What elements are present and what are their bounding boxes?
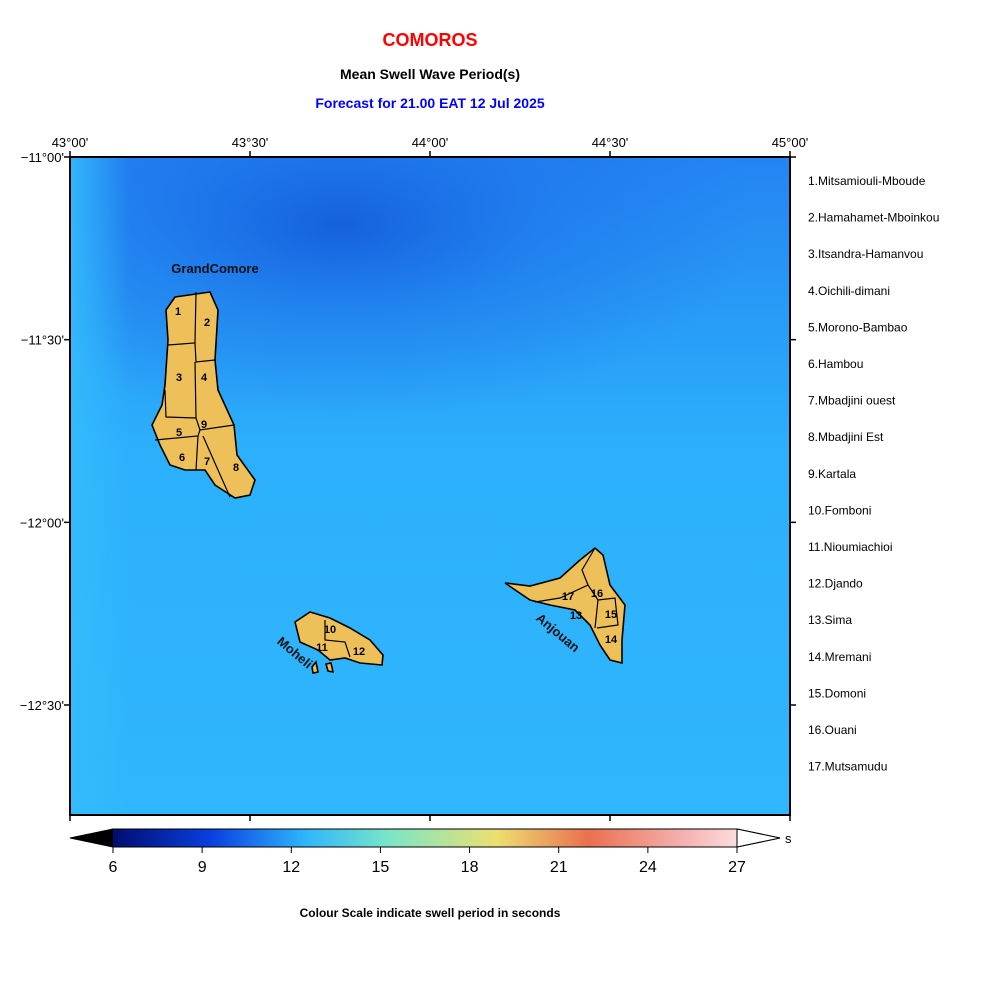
legend-entry: 8.Mbadjini Est <box>808 430 884 444</box>
colorbar-tick-label: 9 <box>198 859 207 876</box>
colorbar <box>69 828 781 848</box>
region-number: 15 <box>605 609 617 621</box>
colorbar-tick-label: 6 <box>109 859 118 876</box>
border <box>324 620 351 658</box>
border <box>202 435 231 498</box>
colorbar-tick-label: 12 <box>282 859 300 876</box>
region-number: 11 <box>316 642 328 654</box>
colorbar-tick-label: 27 <box>728 859 746 876</box>
border <box>164 361 197 419</box>
lat-label: −11°30' <box>21 333 64 348</box>
region-number: 2 <box>204 317 210 329</box>
lat-label: −12°30' <box>20 698 64 713</box>
legend-entry: 4.Oichili-dimani <box>808 284 890 298</box>
legend-entry: 10.Fomboni <box>808 503 871 517</box>
border <box>596 597 619 629</box>
colorbar-tick-label: 21 <box>550 859 568 876</box>
region-number: 9 <box>201 419 207 431</box>
island-moheli <box>294 611 384 666</box>
region-number: 14 <box>605 634 618 646</box>
region-number: 5 <box>176 427 182 439</box>
region-number: 7 <box>204 456 210 468</box>
legend-entry: 12.Djando <box>808 577 863 591</box>
region-number: 3 <box>176 372 182 384</box>
island-name: GrandComore <box>171 261 258 276</box>
lon-label: 44°30' <box>592 135 629 150</box>
legend-entry: 15.Domoni <box>808 686 866 700</box>
region-number: 8 <box>233 462 239 474</box>
lon-label: 45°00' <box>772 135 809 150</box>
colorbar-caption: Colour Scale indicate swell period in se… <box>300 906 561 920</box>
subtitle: Mean Swell Wave Period(s) <box>340 66 520 82</box>
region-number: 10 <box>324 624 336 636</box>
lon-label: 43°00' <box>52 135 89 150</box>
lat-label: −11°00' <box>21 150 64 165</box>
island-grand-comore <box>151 291 256 499</box>
lat-label: −12°00' <box>20 515 64 530</box>
colorbar-unit: s <box>785 831 792 846</box>
region-number: 13 <box>570 610 582 622</box>
colorbar-tick-label: 18 <box>461 859 479 876</box>
islands <box>151 291 626 674</box>
colorbar-ramp <box>69 828 781 848</box>
colorbar-under <box>70 829 113 847</box>
lon-label: 43°30' <box>232 135 269 150</box>
legend-entry: 7.Mbadjini ouest <box>808 394 896 408</box>
map-area <box>69 156 791 816</box>
legend-entry: 6.Hambou <box>808 357 863 371</box>
colorbar-tick-label: 15 <box>372 859 390 876</box>
colorbar-tick-label: 24 <box>639 859 657 876</box>
region-number: 12 <box>353 646 365 658</box>
legend-entry: 14.Mremani <box>808 650 871 664</box>
legend-entry: 13.Sima <box>808 613 852 627</box>
border <box>195 435 199 471</box>
legend-entry: 1.Mitsamiouli-Mboude <box>808 174 926 188</box>
sea-field-edge <box>70 157 130 815</box>
colorbar-over <box>736 828 781 848</box>
legend-entry: 2.Hamahamet-Mboinkou <box>808 211 939 225</box>
region-number: 16 <box>591 588 603 600</box>
forecast-time: Forecast for 21.00 EAT 12 Jul 2025 <box>315 95 545 111</box>
region-number: 17 <box>562 591 574 603</box>
region-number: 1 <box>175 306 181 318</box>
legend-entry: 5.Morono-Bambao <box>808 320 908 334</box>
legend-entry: 16.Ouani <box>808 723 857 737</box>
legend-entry: 3.Itsandra-Hamanvou <box>808 247 923 261</box>
border <box>194 342 216 363</box>
title: COMOROS <box>382 30 477 50</box>
islets <box>311 660 335 674</box>
sea-field-low <box>70 157 790 815</box>
lon-label: 44°00' <box>412 135 449 150</box>
region-borders <box>154 291 619 658</box>
border <box>581 547 596 586</box>
region-number: 6 <box>179 452 185 464</box>
legend-entry: 9.Kartala <box>808 467 856 481</box>
legend-entry: 17.Mutsamudu <box>808 760 887 774</box>
region-number: 4 <box>201 372 208 384</box>
legend-entry: 11.Nioumiachioi <box>808 540 893 554</box>
island-anjouan <box>504 546 626 665</box>
